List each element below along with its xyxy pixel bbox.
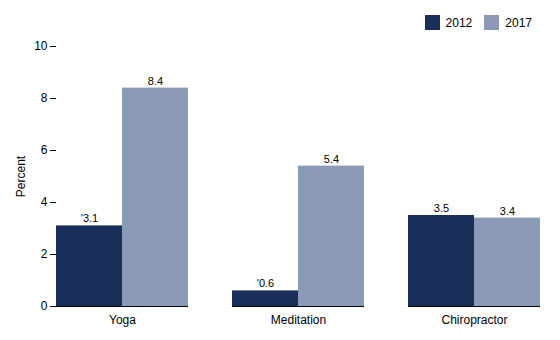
- html-text:2012: 2012: [445, 15, 473, 30]
- svg-text:10: 10: [34, 39, 48, 53]
- svg-text:Yoga: Yoga: [109, 313, 136, 327]
- svg-text:4: 4: [41, 195, 48, 209]
- svg-text:Chiropractor: Chiropractor: [441, 313, 507, 327]
- svg-text:2: 2: [41, 247, 48, 261]
- svg-text:3.4: 3.4: [500, 205, 515, 217]
- svg-text:0: 0: [41, 299, 48, 313]
- svg-text:Percent: Percent: [14, 155, 28, 197]
- svg-text:'3.1: '3.1: [81, 212, 98, 224]
- svg-text:Meditation: Meditation: [271, 313, 326, 327]
- svg-text:5.4: 5.4: [324, 153, 339, 165]
- html-text:2017: 2017: [505, 15, 532, 30]
- svg-text:'0.6: '0.6: [257, 277, 274, 289]
- svg-text:8: 8: [41, 91, 48, 105]
- svg-text:3.5: 3.5: [434, 202, 449, 214]
- svg-text:6: 6: [41, 143, 48, 157]
- svg-text:8.4: 8.4: [148, 75, 163, 87]
